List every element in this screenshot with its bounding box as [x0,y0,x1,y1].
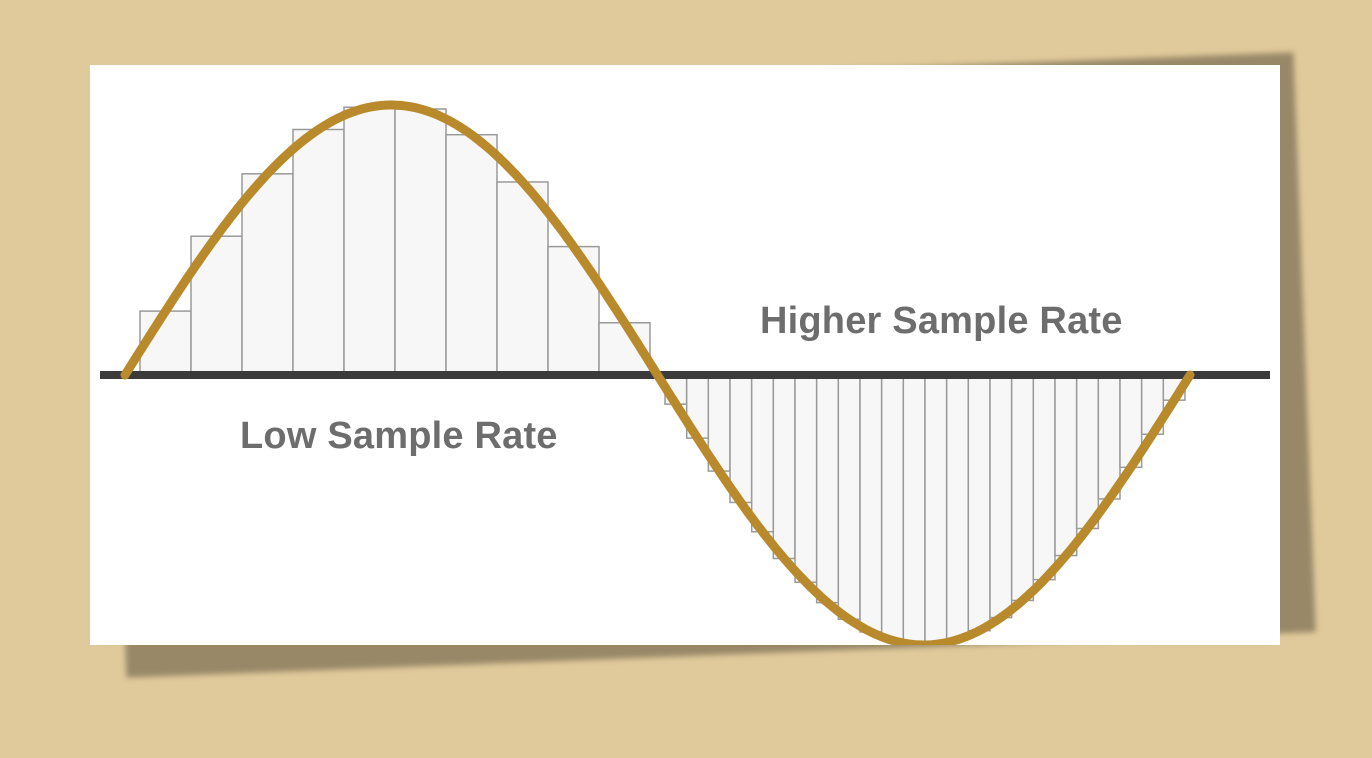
high-rate-sample-bar [1033,375,1055,580]
low-rate-sample-bar [497,182,548,375]
high-rate-sample-bar [882,375,904,640]
high-sample-rate-label: Higher Sample Rate [760,300,1123,343]
low-rate-sample-bar [446,135,497,375]
high-rate-sample-bar [990,375,1012,618]
high-rate-sample-bar [773,375,795,559]
high-rate-sample-bar [1012,375,1034,600]
high-rate-sample-bar [903,375,925,645]
high-rate-sample-bar [1055,375,1077,556]
diagram-card: Low Sample Rate Higher Sample Rate [90,65,1280,645]
high-rate-sample-bar [752,375,774,532]
low-rate-sample-bar [344,107,395,375]
high-rate-sample-bar [1077,375,1099,529]
high-rate-sample-bar [860,375,882,632]
high-rate-sample-bar [838,375,860,619]
high-rate-sample-bar [795,375,817,582]
sample-rate-diagram [90,65,1280,645]
high-rate-sample-bar [817,375,839,603]
low-rate-sample-bar [293,129,344,375]
high-rate-sample-bar [968,375,990,631]
low-rate-sample-bar [242,174,293,375]
low-rate-sample-bar [395,109,446,375]
high-rate-sample-bar [730,375,752,502]
low-sample-rate-label: Low Sample Rate [240,415,558,458]
high-rate-sample-bar [925,375,947,644]
high-rate-sample-bar [947,375,969,640]
